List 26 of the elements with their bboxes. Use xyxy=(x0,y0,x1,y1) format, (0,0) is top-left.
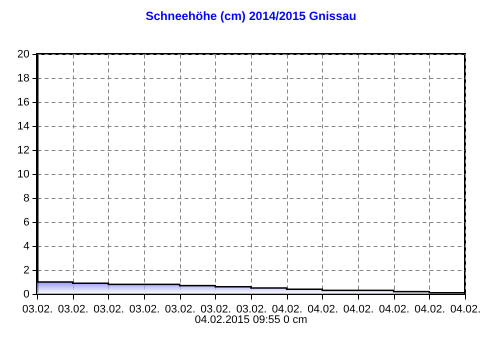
x-tick-label: 04.02. xyxy=(414,304,446,316)
y-tick-label: 6 xyxy=(23,216,30,228)
y-tick-label: 16 xyxy=(17,96,30,108)
x-tick-label: 03.02. xyxy=(236,304,267,316)
y-tick-label: 8 xyxy=(23,192,30,204)
y-tick-label: 18 xyxy=(17,72,30,84)
y-tick-label: 12 xyxy=(17,144,30,156)
y-tick-label: 4 xyxy=(23,240,30,252)
x-tick-label: 03.02. xyxy=(22,304,53,316)
text: 04.02.2015 09:55 0 cm xyxy=(194,314,308,326)
x-tick-label: 04.02. xyxy=(272,304,302,316)
x-tick-label: 04.02. xyxy=(450,304,481,316)
chart-title: Schneehöhe (cm) 2014/2015 Gnissau xyxy=(146,9,356,23)
y-tick-label: 10 xyxy=(17,168,30,180)
y-tick-label: 0 xyxy=(23,288,30,300)
y-tick-label: 14 xyxy=(17,120,30,132)
x-tick-label: 03.02. xyxy=(200,304,232,316)
x-tick-label: 03.02. xyxy=(164,304,196,316)
x-tick-label: 03.02. xyxy=(129,304,160,316)
x-tick-label: 03.02. xyxy=(58,304,88,316)
x-tick-label: 04.02. xyxy=(308,304,338,316)
y-tick-label: 20 xyxy=(17,48,30,60)
x-tick-label: 04.02. xyxy=(378,304,410,316)
x-tick-label: 04.02. xyxy=(343,304,374,316)
x-tick-label: 03.02. xyxy=(94,304,124,316)
y-tick-label: 2 xyxy=(23,264,30,276)
